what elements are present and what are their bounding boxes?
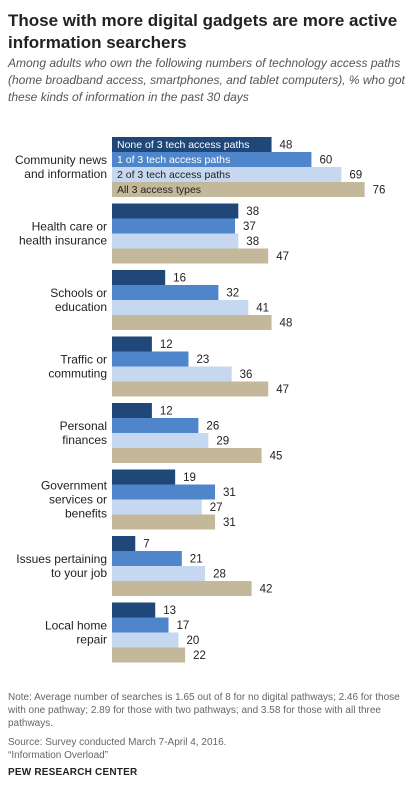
report-name: “Information Overload” xyxy=(8,750,109,761)
bar xyxy=(112,285,219,300)
bar xyxy=(112,581,252,596)
bar xyxy=(112,167,342,182)
bar xyxy=(112,152,312,167)
data-label: 76 xyxy=(373,185,386,197)
bar xyxy=(112,351,189,367)
bar xyxy=(112,566,206,581)
legend-label: 1 of 3 tech access paths xyxy=(117,154,230,166)
data-label: 32 xyxy=(226,288,239,300)
data-label: 42 xyxy=(260,584,273,596)
data-label: 48 xyxy=(280,318,293,330)
data-label: 21 xyxy=(190,554,203,566)
bar xyxy=(112,270,166,285)
category-label: Personal finances xyxy=(60,419,107,447)
data-label: 47 xyxy=(276,251,289,263)
data-label: 17 xyxy=(177,620,190,632)
bar xyxy=(112,336,152,352)
category-label: Schools or education xyxy=(50,286,107,314)
bar xyxy=(112,137,272,152)
data-label: 7 xyxy=(143,539,149,551)
data-label: 38 xyxy=(246,236,259,248)
data-label: 20 xyxy=(186,635,199,647)
bar xyxy=(112,315,272,330)
data-label: 31 xyxy=(223,517,236,529)
bar xyxy=(112,433,209,448)
data-label: 38 xyxy=(246,206,259,218)
bar xyxy=(112,551,182,566)
category-label: Local home repair xyxy=(45,619,107,647)
chart-note: Note: Average number of searches is 1.65… xyxy=(8,692,400,729)
data-label: 23 xyxy=(196,354,209,366)
bar-chart: Community news and information 48 None of 3… xyxy=(15,137,386,663)
data-label: 26 xyxy=(206,421,219,433)
data-label: 16 xyxy=(173,273,186,285)
data-label: 28 xyxy=(213,569,226,581)
data-label: 22 xyxy=(193,650,206,662)
bar xyxy=(112,469,176,485)
data-label: 48 xyxy=(280,140,293,152)
bar xyxy=(112,300,249,315)
bar xyxy=(112,381,269,397)
data-label: 60 xyxy=(319,155,332,167)
data-label: 47 xyxy=(276,384,289,396)
bar xyxy=(112,203,239,219)
bar xyxy=(112,182,365,197)
legend-label: None of 3 tech access paths xyxy=(117,139,250,151)
bar xyxy=(112,233,239,249)
data-label: 37 xyxy=(243,221,256,233)
bar xyxy=(112,403,152,418)
data-label: 27 xyxy=(210,502,223,514)
chart-source: Source: Survey conducted March 7-April 4… xyxy=(8,737,227,748)
data-label: 45 xyxy=(270,451,283,463)
data-label: 12 xyxy=(160,406,173,418)
data-label: 13 xyxy=(163,605,176,617)
category-label: Issues pertaining to your job xyxy=(16,552,107,580)
category-label: Traffic or commuting xyxy=(48,353,107,381)
data-label: 36 xyxy=(240,369,253,381)
bar xyxy=(112,647,186,663)
bar xyxy=(112,632,179,648)
category-label: Government services or benefits xyxy=(41,479,108,521)
bar xyxy=(112,602,156,618)
bar xyxy=(112,418,199,433)
category-label: Community news and information xyxy=(15,153,107,181)
data-label: 41 xyxy=(256,303,269,315)
data-label: 31 xyxy=(223,487,236,499)
brand-logo-text: PEW RESEARCH CENTER xyxy=(8,767,138,778)
bar xyxy=(112,514,216,530)
data-label: 69 xyxy=(349,170,362,182)
chart-subtitle: Among adults who own the following numbe… xyxy=(8,56,405,104)
legend-label: 2 of 3 tech access paths xyxy=(117,169,230,181)
data-label: 29 xyxy=(216,436,229,448)
bar xyxy=(112,248,269,264)
legend-label: All 3 access types xyxy=(117,184,201,196)
bar xyxy=(112,536,136,551)
data-label: 19 xyxy=(183,472,196,484)
bar xyxy=(112,484,216,500)
data-label: 12 xyxy=(160,339,173,351)
chart-title: Those with more digital gadgets are more… xyxy=(8,11,398,52)
bar xyxy=(112,218,235,234)
bar xyxy=(112,499,202,515)
bar xyxy=(112,448,262,463)
bar xyxy=(112,617,169,633)
category-label: Health care or health insurance xyxy=(19,220,107,248)
bar xyxy=(112,366,232,382)
